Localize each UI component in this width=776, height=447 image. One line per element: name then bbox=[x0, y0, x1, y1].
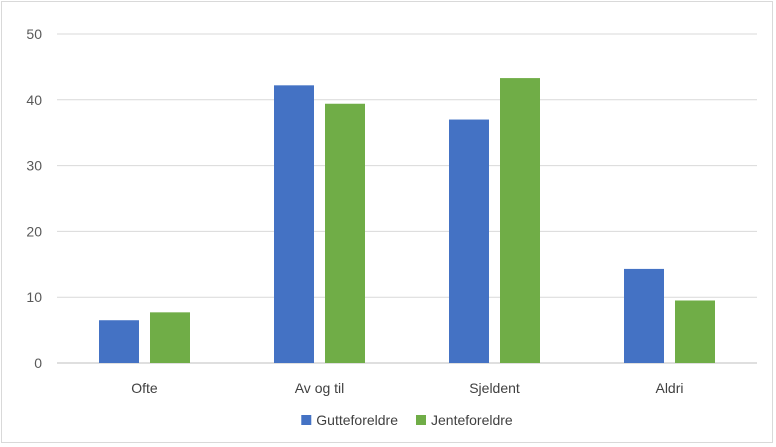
y-tick-label: 0 bbox=[34, 355, 42, 371]
y-tick-label: 30 bbox=[26, 158, 42, 174]
y-axis-ticks: 0 10 20 30 40 50 bbox=[26, 26, 42, 371]
x-axis-labels: Ofte Av og til Sjeldent Aldri bbox=[131, 380, 683, 396]
bar bbox=[99, 320, 139, 363]
bar bbox=[624, 268, 664, 363]
legend-label: Gutteforeldre bbox=[316, 412, 398, 428]
bar bbox=[274, 85, 314, 363]
bar bbox=[449, 119, 489, 363]
y-tick-label: 50 bbox=[26, 26, 42, 42]
x-category-label: Av og til bbox=[295, 380, 345, 396]
x-category-label: Ofte bbox=[131, 380, 158, 396]
bar bbox=[500, 78, 540, 363]
bar bbox=[675, 300, 715, 363]
bar bbox=[325, 103, 365, 364]
x-category-label: Aldri bbox=[655, 380, 683, 396]
bar-chart: 0 10 20 30 40 50 Ofte Av og til Sjeldent Aldri G… bbox=[26, 26, 757, 428]
x-category-label: Sjeldent bbox=[469, 380, 520, 396]
legend-swatch bbox=[416, 415, 426, 425]
legend-swatch bbox=[301, 415, 312, 425]
y-tick-label: 40 bbox=[26, 92, 42, 108]
bar bbox=[150, 312, 190, 363]
y-tick-label: 20 bbox=[26, 223, 42, 239]
y-tick-label: 10 bbox=[26, 289, 42, 305]
bars bbox=[99, 78, 715, 364]
legend: Gutteforeldre Jenteforeldre bbox=[301, 412, 513, 428]
legend-label: Jenteforeldre bbox=[431, 412, 513, 428]
